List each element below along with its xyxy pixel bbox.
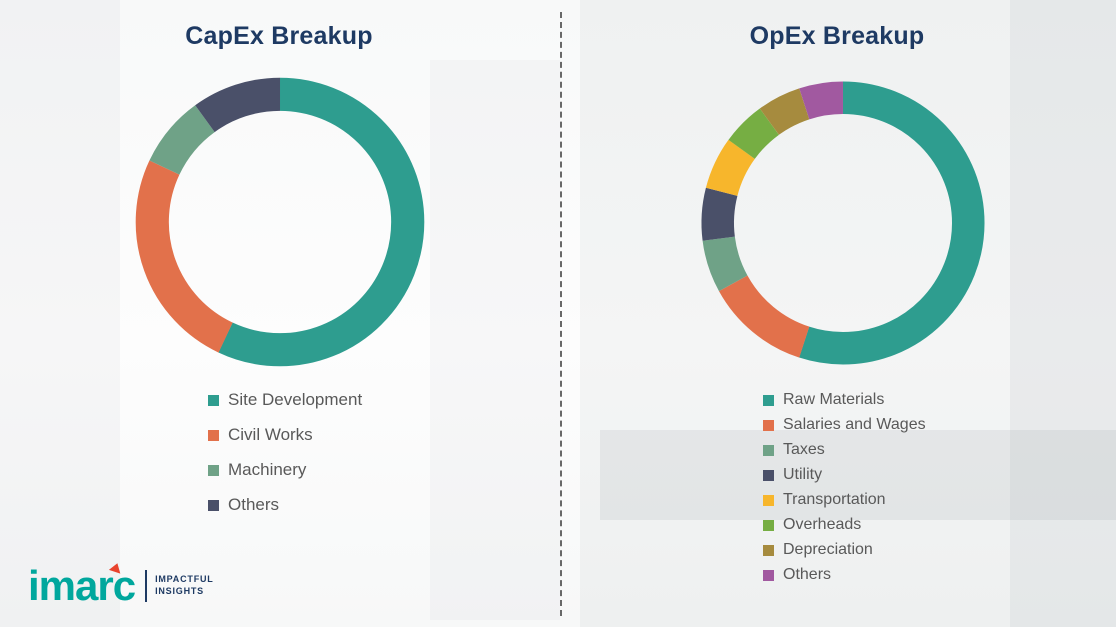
legend-swatch [763,394,774,406]
legend-item-label: Civil Works [228,425,313,444]
legend-swatch [208,394,219,406]
imarc-logo-text: imarc [28,561,136,609]
opex-title: OpEx Breakup [749,22,925,50]
donut-segment [701,81,985,365]
legend-swatch [763,469,774,481]
logo-tagline: IMPACTFUL INSIGHTS [155,574,214,597]
legend-item-label: Depreciation [783,541,873,558]
donut-segment [701,81,985,365]
legend-swatch [208,499,219,511]
legend-item-label: Others [783,566,832,583]
legend-item-label: Taxes [783,441,825,458]
legend-item: Salaries and Wages [763,416,926,434]
legend-item: Others [763,566,926,584]
legend-item: Others [208,495,362,515]
opex-legend: Raw Materials Salaries and Wages Taxes Util… [763,391,926,584]
capex-title: CapEx Breakup [185,22,373,50]
legend-swatch [763,544,774,556]
legend-item: Transportation [763,491,926,509]
legend-item-label: Utility [783,466,823,483]
legend-swatch [763,569,774,581]
legend-item-label: Transportation [783,491,886,508]
opex-donut-chart [701,81,985,365]
legend-item-label: Salaries and Wages [783,416,926,433]
tagline-line1: IMPACTFUL [155,574,214,585]
donut-segment [135,77,425,367]
legend-item-label: Site Development [228,390,363,409]
legend-swatch [763,419,774,431]
legend-item-label: Others [228,495,280,514]
capex-panel: CapEx Breakup Site Development Civil Work… [135,22,425,515]
donut-segment [135,77,425,367]
legend-swatch [763,519,774,531]
legend-swatch [208,429,219,441]
capex-legend: Site Development Civil Works Machinery Othe… [208,390,362,515]
legend-swatch [208,464,219,476]
donut-segment [701,81,985,365]
capex-donut-chart [135,77,425,367]
donut-segment [701,81,985,365]
donut-segment [701,81,985,365]
legend-item: Site Development [208,390,362,410]
legend-item: Machinery [208,460,362,480]
tagline-line2: INSIGHTS [155,586,204,596]
legend-swatch [763,494,774,506]
legend-item: Raw Materials [763,391,926,409]
legend-item: Civil Works [208,425,362,445]
legend-item-label: Raw Materials [783,391,885,408]
legend-item-label: Overheads [783,516,862,533]
legend-item: Depreciation [763,541,926,559]
imarc-logo: imarc IMPACTFUL INSIGHTS [28,560,214,612]
legend-item: Taxes [763,441,926,459]
logo-divider-bar [145,570,148,602]
legend-item: Overheads [763,516,926,534]
donut-segment [135,77,425,367]
dashed-divider-line [560,12,562,616]
legend-item: Utility [763,466,926,484]
donut-segment [701,81,985,365]
legend-swatch [763,444,774,456]
logo-accent-mark [108,561,124,574]
donut-segment [701,81,985,365]
legend-item-label: Machinery [228,460,307,479]
opex-panel: OpEx Breakup Raw Materials Salaries and W… [558,0,1116,627]
